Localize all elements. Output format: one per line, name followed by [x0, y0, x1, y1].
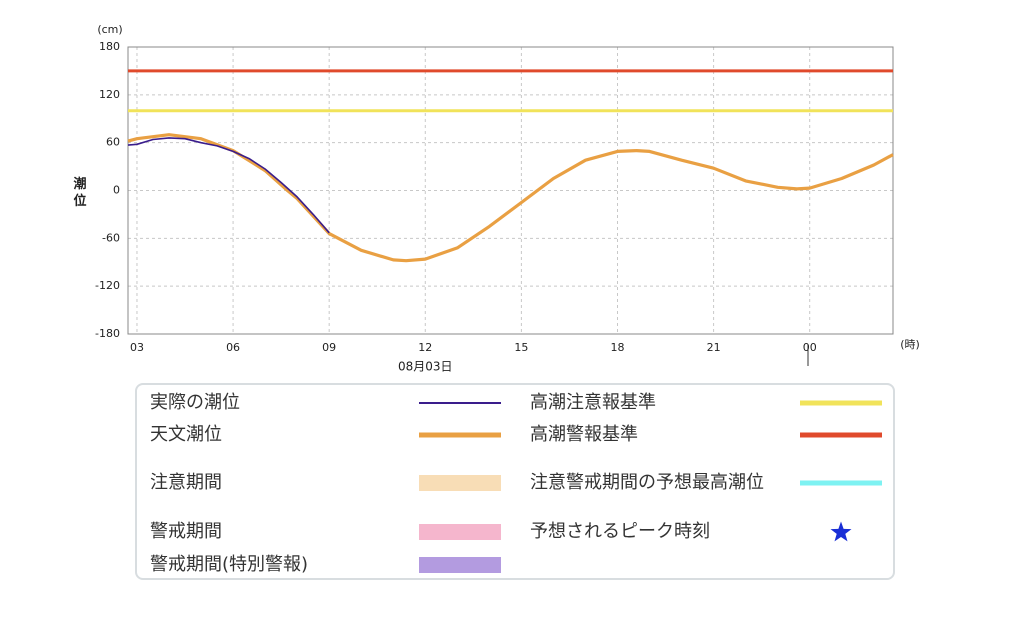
y-tick-label: -60 [102, 231, 120, 244]
legend-label: 注意期間 [150, 472, 222, 493]
legend-label: 警戒期間 [150, 521, 222, 542]
chart: (cm) (時) 潮位 -180 -120 -60 0 60 120 180 03 06 09 12 1… [73, 23, 920, 374]
legend-label: 警戒期間(特別警報) [150, 554, 309, 575]
legend: 実際の潮位天文潮位注意期間警戒期間警戒期間(特別警報) 高潮注意報基準 高潮警報基準… [135, 383, 895, 580]
legend-label: 実際の潮位 [150, 392, 240, 413]
legend-swatch [800, 480, 882, 486]
date-label: 08月03日 [398, 360, 453, 374]
x-tick-label: 09 [322, 341, 336, 354]
legend-label: 天文潮位 [150, 424, 222, 445]
y-tick-label: 120 [99, 88, 120, 101]
legend-swatch [419, 524, 501, 540]
y-tick-label: 180 [99, 40, 120, 53]
y-tick-label: -180 [95, 327, 120, 340]
legend-label: 予想されるピーク時刻 [530, 521, 710, 542]
series-line [127, 137, 330, 234]
plot-border [127, 46, 894, 335]
x-tick-label: 21 [707, 341, 721, 354]
y-unit: (cm) [97, 23, 122, 36]
legend-swatch [419, 402, 501, 404]
y-tick-label: 0 [113, 184, 120, 197]
legend-label: 注意警戒期間の予想最高潮位 [530, 472, 764, 493]
legend-star [830, 521, 852, 542]
y-axis-label: 潮位 [73, 176, 86, 209]
x-tick-label: 03 [130, 341, 144, 354]
x-tick-label: 12 [418, 341, 432, 354]
x-unit: (時) [900, 338, 920, 351]
x-tick-label: 15 [514, 341, 528, 354]
series-line [127, 133, 894, 263]
x-tick-label: 06 [226, 341, 240, 354]
star [830, 521, 852, 542]
legend-label: 高潮警報基準 [530, 424, 638, 445]
legend-swatch [419, 557, 501, 573]
y-tick-label: 60 [106, 136, 120, 149]
legend-swatch [800, 400, 882, 406]
legend-swatch [800, 432, 882, 438]
y-tick-label: -120 [95, 279, 120, 292]
x-tick-label: 00 [803, 341, 817, 354]
legend-swatch [419, 475, 501, 491]
legend-swatch [419, 432, 501, 438]
x-tick-label: 18 [610, 341, 624, 354]
legend-label: 高潮注意報基準 [530, 392, 656, 413]
